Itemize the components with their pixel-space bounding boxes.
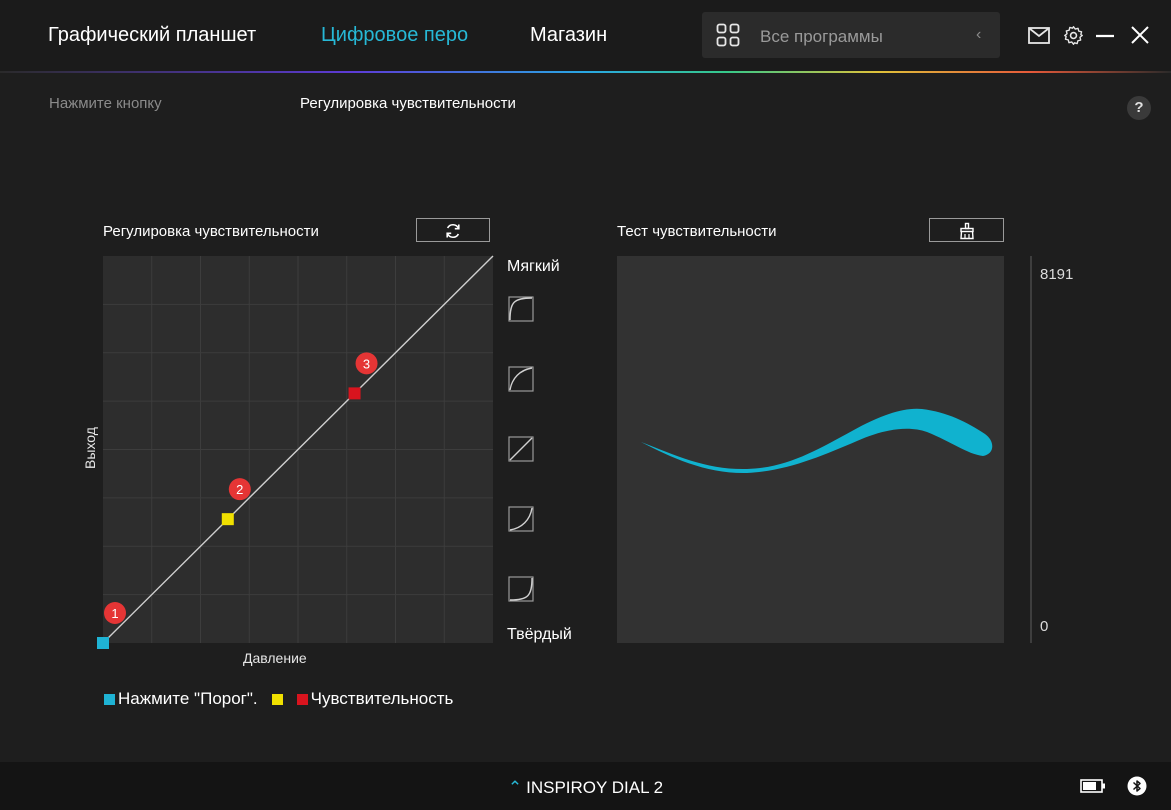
- minimize-icon[interactable]: [1095, 26, 1115, 46]
- legend-label-sensitivity: Чувствительность: [310, 689, 454, 708]
- curve-linear-button[interactable]: [508, 436, 534, 462]
- gear-icon[interactable]: [1063, 25, 1084, 46]
- soft-label: Мягкий: [507, 258, 560, 275]
- curve-point-badge-1: [104, 602, 126, 624]
- refresh-icon: [446, 223, 460, 239]
- reset-curve-button[interactable]: [416, 218, 490, 242]
- x-axis-label: Давление: [243, 650, 307, 666]
- sensitivity-title: Регулировка чувствительности: [103, 223, 319, 240]
- curve-soft-2-button[interactable]: [508, 296, 534, 322]
- test-title: Тест чувствительности: [617, 223, 777, 240]
- help-button[interactable]: ?: [1127, 96, 1151, 120]
- legend-swatch-threshold: [104, 693, 115, 705]
- app-selector[interactable]: Все программы ‹: [702, 12, 1000, 58]
- curve-canvas: 1 2 3: [97, 255, 494, 649]
- tab-digital-pen[interactable]: Цифровое перо: [321, 24, 469, 46]
- accent-divider: [0, 71, 1171, 73]
- subtab-sensitivity[interactable]: Регулировка чувствительности: [300, 95, 516, 112]
- pressure-level-bar: [1030, 256, 1032, 643]
- bluetooth-icon: [1127, 776, 1147, 796]
- app-selector-label: Все программы: [760, 27, 883, 46]
- pressure-min-value: 0: [1040, 618, 1049, 635]
- sensitivity-curve-chart[interactable]: 1 2 3: [97, 255, 494, 649]
- curve-line: [102, 255, 494, 644]
- apps-grid-icon: [716, 23, 740, 47]
- device-selector[interactable]: ⌃ INSPIROY DIAL 2: [0, 778, 1171, 798]
- legend-swatch-sensitivity: [296, 693, 308, 705]
- curve-hard-2-button[interactable]: [508, 576, 534, 602]
- legend-swatch-midpoint: [271, 693, 283, 705]
- subtab-press-button[interactable]: Нажмите кнопку: [49, 95, 162, 112]
- curve-point-3[interactable]: [348, 387, 361, 400]
- brush-clear-icon: [960, 222, 974, 240]
- close-icon[interactable]: [1130, 25, 1150, 45]
- chevron-left-icon[interactable]: ‹: [976, 26, 982, 43]
- tab-store[interactable]: Магазин: [530, 24, 608, 46]
- curve-point-number-1: 1: [111, 606, 118, 621]
- pressure-max-value: 8191: [1040, 266, 1074, 283]
- pressure-test-area[interactable]: [617, 256, 1004, 643]
- status-bar: ⌃ INSPIROY DIAL 2: [0, 762, 1171, 810]
- curve-point-number-2: 2: [236, 482, 243, 497]
- y-axis-label: Выход: [82, 427, 98, 469]
- device-name: INSPIROY DIAL 2: [526, 778, 664, 797]
- curve-soft-1-button[interactable]: [508, 366, 534, 392]
- pen-stroke: [641, 408, 993, 474]
- chevron-up-icon: ⌃: [507, 778, 523, 797]
- curve-point-number-3: 3: [363, 356, 370, 371]
- top-bar: Графический планшет Цифровое перо Магази…: [0, 0, 1171, 72]
- hard-label: Твёрдый: [507, 626, 572, 643]
- curve-point-1[interactable]: [97, 637, 109, 649]
- mail-icon[interactable]: [1028, 27, 1050, 44]
- stroke-shape: [641, 408, 993, 474]
- curve-point-2[interactable]: [221, 513, 234, 526]
- curve-legend: Нажмите "Порог". Чувствительность: [104, 689, 453, 709]
- legend-label-threshold: Нажмите "Порог".: [118, 689, 258, 708]
- battery-icon: [1080, 779, 1105, 793]
- curve-hard-1-button[interactable]: [508, 506, 534, 532]
- curve-point-badge-2: [228, 478, 251, 501]
- curve-point-badge-3: [355, 352, 378, 375]
- tab-graphic-tablet[interactable]: Графический планшет: [48, 24, 257, 46]
- clear-test-button[interactable]: [929, 218, 1004, 242]
